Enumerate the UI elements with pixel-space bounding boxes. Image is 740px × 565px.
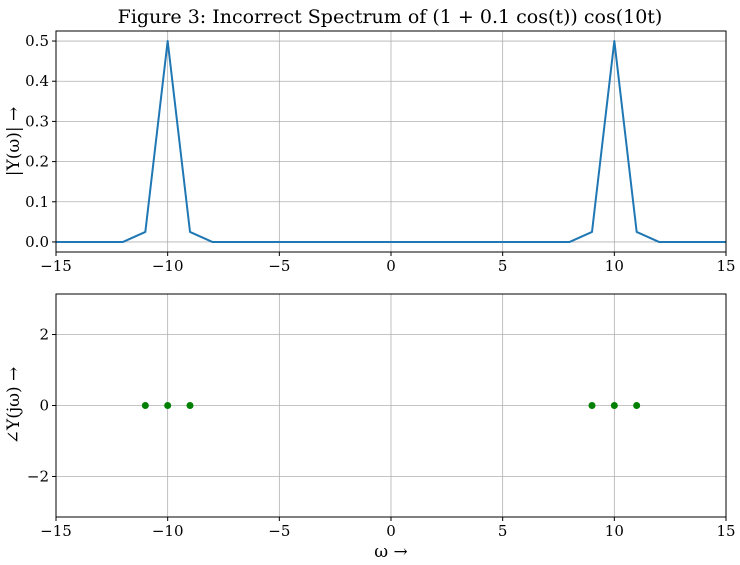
y-tick-label: 2: [39, 326, 49, 344]
x-tick-label: 5: [498, 522, 508, 540]
y-tick-label: 0.5: [25, 32, 49, 50]
x-tick-label: −15: [40, 257, 72, 275]
x-axis-label: ω →: [374, 542, 408, 562]
magnitude-plot: −15 −10 −5 0 5 10 15 0.0 0.1 0.2 0.3 0.4 0.5 |Y(ω)| →: [4, 30, 736, 275]
x-tick-label: −5: [268, 257, 290, 275]
x-tick-label: −15: [40, 522, 72, 540]
x-tick-label: −5: [268, 522, 290, 540]
x-tick-label: 10: [605, 522, 624, 540]
y-tick-label: 0.2: [25, 153, 49, 171]
x-tick-label: 0: [386, 257, 396, 275]
x-tick-label: −10: [152, 522, 184, 540]
data-point: [588, 402, 596, 409]
data-point: [633, 402, 641, 409]
x-tick-label: −10: [152, 257, 184, 275]
x-tick-label: 5: [498, 257, 508, 275]
y-axis-label: ∠Y(jω) →: [4, 367, 24, 445]
y-tick-label: 0.0: [25, 233, 49, 251]
y-tick-label: 0: [39, 397, 49, 415]
data-point: [141, 402, 149, 409]
series-line: [56, 40, 726, 243]
data-point: [164, 402, 172, 409]
data-point: [610, 402, 618, 409]
y-tick-label: 0.3: [25, 112, 49, 130]
y-axis-label: |Y(ω)| →: [4, 107, 24, 176]
x-tick-label: 15: [716, 522, 735, 540]
y-tick-label: 0.1: [25, 193, 49, 211]
y-tick-label: −2: [27, 467, 49, 485]
chart-title: Figure 3: Incorrect Spectrum of (1 + 0.1…: [118, 6, 663, 28]
y-tick-label: 0.4: [25, 72, 49, 90]
x-tick-label: 10: [605, 257, 624, 275]
phase-plot: −15 −10 −5 0 5 10 15 −2 0 2 ∠Y(jω) → ω →: [4, 293, 736, 562]
x-tick-label: 0: [386, 522, 396, 540]
x-tick-label: 15: [716, 257, 735, 275]
data-point: [186, 402, 194, 409]
